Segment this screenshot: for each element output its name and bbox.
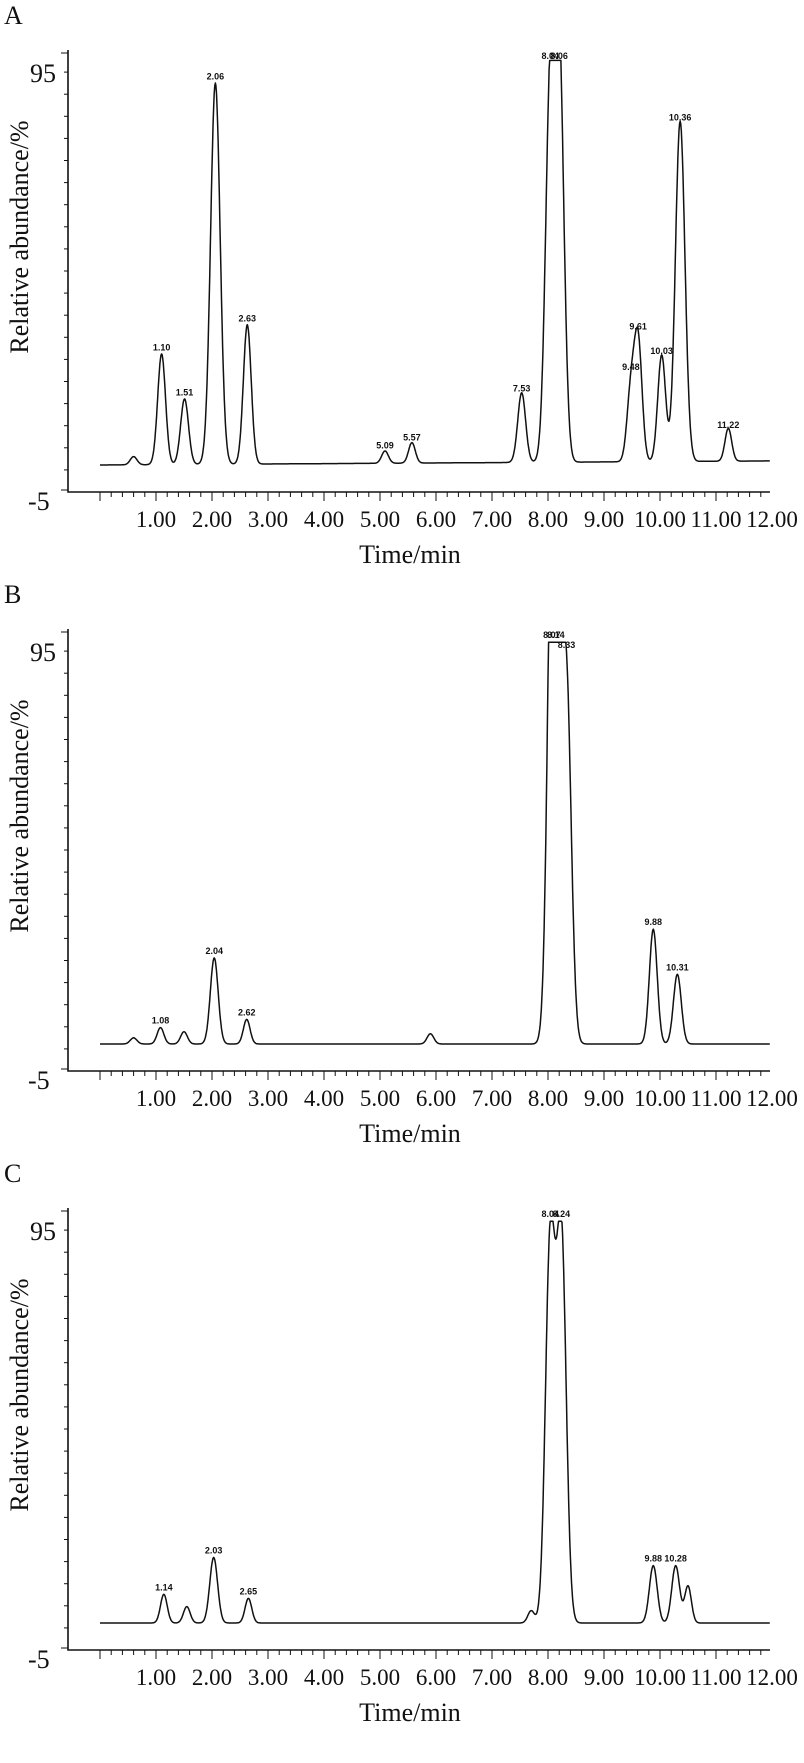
x-axis-label: Time/min — [359, 540, 461, 569]
x-tick-label: 4.00 — [304, 1665, 344, 1690]
x-tick-label: 8.00 — [528, 1665, 568, 1690]
peak-label: 8.06 — [550, 51, 568, 61]
chromatogram-panel-b: B Relative abundance/% 95 -5 Time/min 1.… — [4, 580, 798, 1148]
peak-label: 11.22 — [717, 420, 739, 430]
peak-label: 10.28 — [664, 1554, 687, 1564]
x-tick-label: 11.00 — [691, 1665, 742, 1690]
x-tick-label: 1.00 — [136, 1086, 176, 1111]
x-tick-label: 5.00 — [360, 507, 400, 532]
peak-label: 9.88 — [645, 1554, 663, 1564]
y-axis-title: Relative abundance/% — [5, 120, 34, 353]
x-tick-label: 9.00 — [584, 507, 624, 532]
x-tick-label: 6.00 — [416, 1086, 456, 1111]
peak-label: 8.04 — [541, 51, 559, 61]
peak-label: 2.06 — [207, 72, 225, 82]
x-tick-label: 7.00 — [472, 1665, 512, 1690]
axis-frame — [67, 629, 770, 1072]
panel-letter: B — [4, 580, 21, 609]
x-tick-label: 2.00 — [192, 507, 232, 532]
x-tick-label: 8.00 — [528, 1086, 568, 1111]
peak-label: 8.33 — [558, 640, 576, 650]
peak-label: 10.36 — [669, 113, 692, 123]
peak-label: 8.07 — [543, 630, 561, 640]
x-tick-label: 9.00 — [584, 1665, 624, 1690]
peak-label: 2.04 — [205, 946, 223, 956]
y-axis-label: Relative abundance/% — [5, 1278, 34, 1511]
x-tick-label: 11.00 — [691, 507, 742, 532]
y-axis-max-label: 95 — [30, 1217, 56, 1246]
x-tick-label: 3.00 — [248, 507, 288, 532]
x-tick-label: 3.00 — [248, 1665, 288, 1690]
peak-label: 9.48 — [622, 362, 640, 372]
y-axis-min-label: -5 — [28, 1066, 50, 1095]
peak-label: 7.53 — [513, 383, 531, 393]
x-axis-label: Time/min — [359, 1698, 461, 1727]
panel-letter: C — [4, 1159, 21, 1188]
peak-label: 1.08 — [152, 1016, 170, 1026]
y-axis-title: Relative abundance/% — [5, 699, 34, 932]
chromatogram-trace — [99, 59, 770, 466]
chromatogram-panel-c: C Relative abundance/% 95 -5 Time/min 1.… — [4, 1159, 798, 1727]
x-tick-label: 5.00 — [360, 1665, 400, 1690]
peak-label: 5.57 — [403, 433, 421, 443]
x-tick-label: 2.00 — [192, 1086, 232, 1111]
y-axis-max-label: 95 — [30, 638, 56, 667]
y-axis-min-label: -5 — [28, 487, 50, 516]
y-axis-min-label: -5 — [28, 1645, 50, 1674]
x-tick-label: 10.00 — [634, 1086, 686, 1111]
x-tick-label: 3.00 — [248, 1086, 288, 1111]
axis-frame — [67, 50, 770, 493]
x-tick-label: 4.00 — [304, 1086, 344, 1111]
peak-label: 2.65 — [240, 1586, 258, 1596]
peak-label: 9.61 — [629, 322, 647, 332]
panel-letter: A — [4, 1, 23, 30]
chromatogram-trace — [99, 641, 770, 1045]
chromatogram-trace — [99, 1220, 770, 1624]
peak-label: 8.24 — [553, 1209, 571, 1219]
x-axis-label: Time/min — [359, 1119, 461, 1148]
peak-label: 2.63 — [239, 314, 257, 324]
peak-label: 8.04 — [541, 1209, 559, 1219]
peak-label: 9.88 — [645, 917, 663, 927]
peak-label: 2.03 — [205, 1545, 223, 1555]
chromatogram-panel-a: A Relative abundance/% 95 -5 Time/min 1.… — [4, 1, 798, 569]
x-tick-label: 2.00 — [192, 1665, 232, 1690]
x-tick-label: 7.00 — [472, 507, 512, 532]
y-axis-label: Relative abundance/% — [5, 120, 34, 353]
x-tick-label: 10.00 — [634, 507, 686, 532]
x-tick-label: 12.00 — [746, 1665, 798, 1690]
x-tick-label: 12.00 — [746, 507, 798, 532]
x-tick-label: 5.00 — [360, 1086, 400, 1111]
y-axis-max-label: 95 — [30, 59, 56, 88]
axis-frame — [67, 1208, 770, 1651]
peak-label: 10.03 — [650, 346, 673, 356]
peak-label: 2.62 — [238, 1007, 256, 1017]
peak-label: 1.51 — [176, 387, 194, 397]
x-tick-label: 11.00 — [691, 1086, 742, 1111]
x-tick-label: 1.00 — [136, 1665, 176, 1690]
y-axis-title: Relative abundance/% — [5, 1278, 34, 1511]
x-tick-label: 4.00 — [304, 507, 344, 532]
peak-label: 1.14 — [155, 1582, 173, 1592]
y-axis-label: Relative abundance/% — [5, 699, 34, 932]
x-tick-label: 7.00 — [472, 1086, 512, 1111]
x-tick-label: 8.00 — [528, 507, 568, 532]
peak-label: 10.31 — [666, 962, 689, 972]
peak-label: 1.10 — [153, 342, 171, 352]
peak-label: 5.09 — [376, 441, 394, 451]
x-tick-label: 12.00 — [746, 1086, 798, 1111]
x-tick-label: 1.00 — [136, 507, 176, 532]
x-tick-label: 10.00 — [634, 1665, 686, 1690]
x-tick-label: 6.00 — [416, 507, 456, 532]
peak-label: 8.14 — [547, 630, 565, 640]
x-tick-label: 6.00 — [416, 1665, 456, 1690]
x-tick-label: 9.00 — [584, 1086, 624, 1111]
